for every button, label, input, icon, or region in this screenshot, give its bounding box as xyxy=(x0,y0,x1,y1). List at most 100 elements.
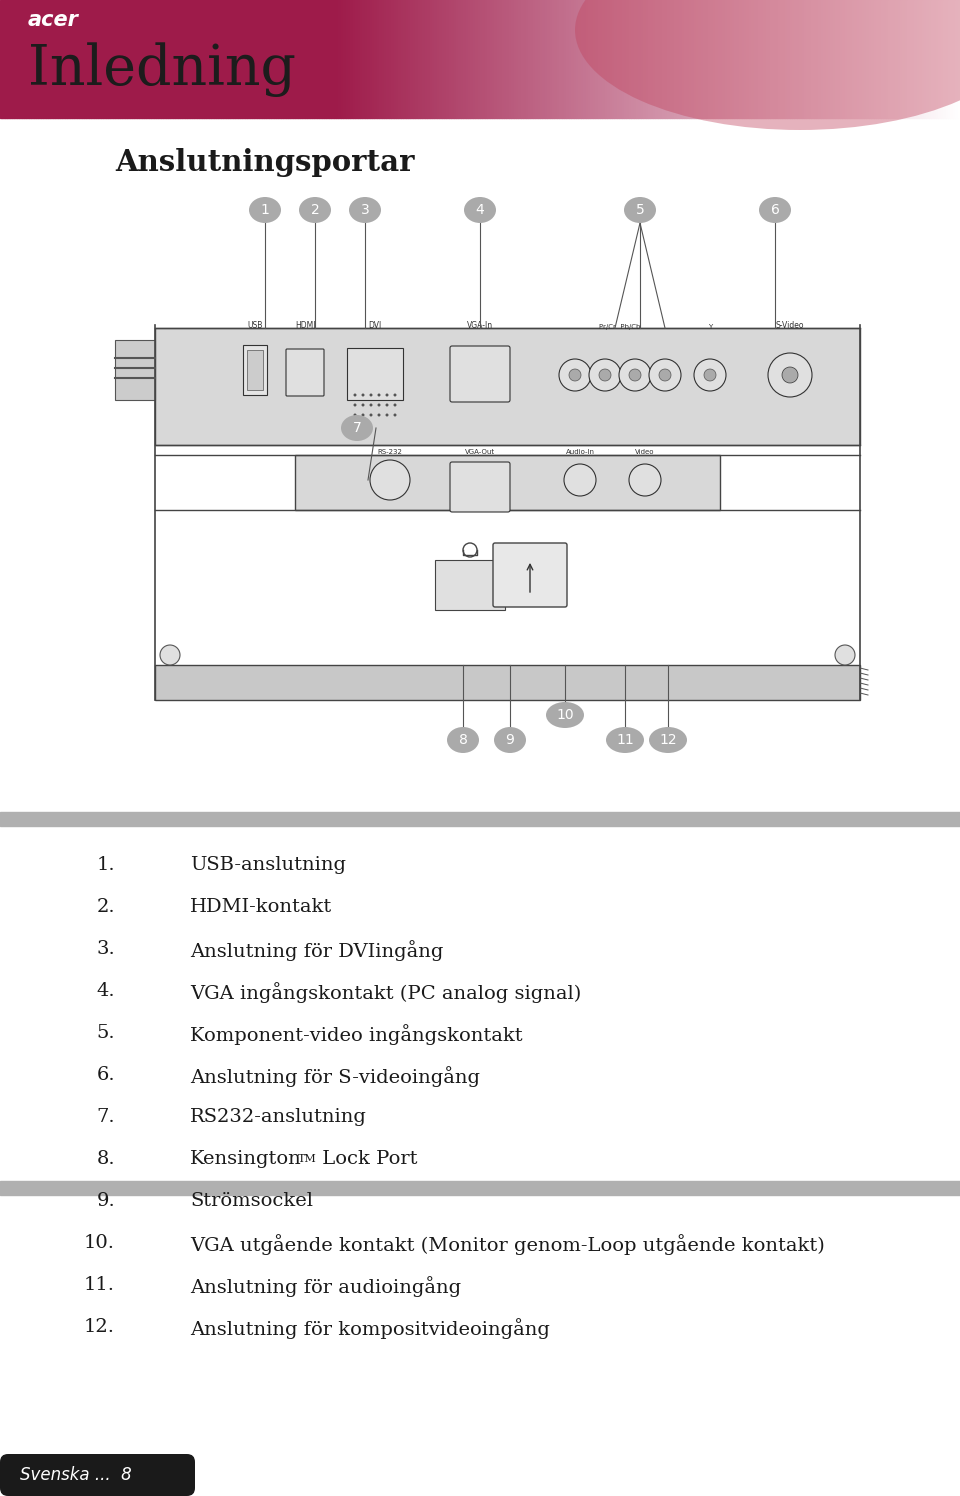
Bar xyxy=(401,0,403,118)
Bar xyxy=(36,0,38,118)
Bar xyxy=(360,0,362,118)
Text: 9: 9 xyxy=(506,733,515,747)
Circle shape xyxy=(377,393,380,396)
Bar xyxy=(885,0,888,118)
Bar xyxy=(658,0,660,118)
Circle shape xyxy=(370,459,410,500)
Bar xyxy=(677,0,679,118)
Text: 6.: 6. xyxy=(96,1067,115,1085)
Bar xyxy=(891,0,893,118)
Bar xyxy=(776,0,778,118)
Bar xyxy=(787,0,789,118)
Bar xyxy=(958,0,960,118)
FancyBboxPatch shape xyxy=(450,346,510,402)
Bar xyxy=(466,0,468,118)
Ellipse shape xyxy=(341,414,373,441)
Bar xyxy=(357,0,360,118)
Bar xyxy=(394,0,396,118)
Bar xyxy=(799,0,802,118)
Bar xyxy=(319,0,322,118)
Bar xyxy=(592,0,595,118)
Bar xyxy=(632,0,634,118)
Bar xyxy=(931,0,933,118)
Bar xyxy=(290,0,293,118)
Text: 11: 11 xyxy=(616,733,634,747)
Text: RS-232: RS-232 xyxy=(377,449,402,455)
Circle shape xyxy=(386,393,389,396)
Bar xyxy=(715,0,718,118)
Bar xyxy=(189,0,192,118)
Bar xyxy=(106,0,108,118)
Text: Anslutning för S-videoingång: Anslutning för S-videoingång xyxy=(190,1067,480,1088)
Bar xyxy=(309,0,312,118)
Bar xyxy=(612,0,614,118)
Bar xyxy=(737,0,739,118)
Bar xyxy=(104,0,106,118)
Bar xyxy=(219,0,221,118)
Text: 10.: 10. xyxy=(84,1234,115,1252)
Bar xyxy=(472,0,475,118)
Bar xyxy=(912,0,914,118)
Bar xyxy=(300,0,302,118)
Bar xyxy=(518,0,520,118)
Text: Lock Port: Lock Port xyxy=(316,1150,418,1168)
Circle shape xyxy=(564,464,596,497)
Ellipse shape xyxy=(494,727,526,752)
Bar xyxy=(670,0,672,118)
Bar xyxy=(266,0,269,118)
Bar xyxy=(88,0,91,118)
Bar xyxy=(826,0,828,118)
Bar xyxy=(142,0,144,118)
Bar xyxy=(722,0,725,118)
Bar xyxy=(802,0,804,118)
Bar xyxy=(629,0,632,118)
Bar xyxy=(876,0,878,118)
Bar xyxy=(830,0,832,118)
Bar xyxy=(574,0,576,118)
FancyBboxPatch shape xyxy=(450,462,510,512)
Bar xyxy=(797,0,799,118)
Bar xyxy=(314,0,317,118)
Bar xyxy=(595,0,597,118)
Circle shape xyxy=(377,413,380,416)
Text: Inledning: Inledning xyxy=(28,42,296,97)
Bar xyxy=(434,0,437,118)
Circle shape xyxy=(619,359,651,390)
Ellipse shape xyxy=(249,197,281,223)
Bar xyxy=(480,0,482,118)
Bar xyxy=(376,0,379,118)
Circle shape xyxy=(386,404,389,407)
Bar xyxy=(672,0,674,118)
Bar xyxy=(173,0,176,118)
Bar xyxy=(8,0,10,118)
Circle shape xyxy=(559,359,591,390)
Text: HDMI-kontakt: HDMI-kontakt xyxy=(190,898,332,916)
Text: RS232-anslutning: RS232-anslutning xyxy=(190,1109,367,1126)
Bar xyxy=(331,0,334,118)
Bar xyxy=(603,0,605,118)
Circle shape xyxy=(362,393,365,396)
Bar xyxy=(274,0,276,118)
Bar xyxy=(910,0,912,118)
Bar xyxy=(0,0,2,118)
Text: 10: 10 xyxy=(556,708,574,723)
FancyBboxPatch shape xyxy=(286,349,324,396)
Bar xyxy=(578,0,581,118)
Bar xyxy=(353,0,355,118)
Text: VGA utgående kontakt (Monitor genom-Loop utgående kontakt): VGA utgående kontakt (Monitor genom-Loop… xyxy=(190,1234,825,1255)
Bar xyxy=(624,0,626,118)
Bar xyxy=(530,0,533,118)
Bar xyxy=(110,0,113,118)
Bar xyxy=(235,0,238,118)
Bar xyxy=(276,0,278,118)
Bar xyxy=(194,0,197,118)
Bar xyxy=(422,0,424,118)
Bar xyxy=(468,0,470,118)
Bar xyxy=(684,0,686,118)
Bar xyxy=(608,0,610,118)
Bar xyxy=(280,0,283,118)
Bar xyxy=(862,0,864,118)
Bar xyxy=(914,0,917,118)
Bar xyxy=(835,0,837,118)
Bar xyxy=(56,0,58,118)
